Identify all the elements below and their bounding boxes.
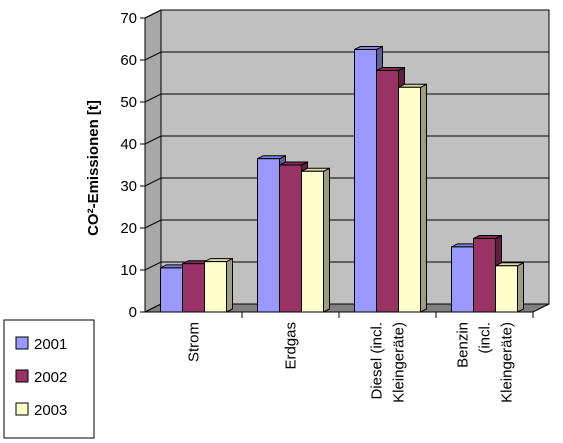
y-tick-label: 30 [120,178,137,195]
legend-swatch-2002 [15,369,29,383]
category-label-3: Benzin (incl. Kleingeräte) [455,322,516,403]
category-label-line: Diesel (incl. [369,322,386,400]
legend: 2001 2002 2003 [3,319,95,439]
gridline [144,51,549,61]
y-tick-label: 0 [129,304,137,321]
axes [140,17,534,318]
category-label-0: Strom [186,322,203,362]
y-tick-label: 50 [120,94,137,111]
legend-label-2003: 2003 [34,402,67,419]
category-label-line: (incl. [477,322,494,354]
bar-2003-1 [301,167,330,313]
category-label-2: Diesel (incl. Kleingeräte) [369,322,408,403]
y-tick-labels: 0 10 20 30 40 50 60 70 [120,10,137,321]
gridline [144,9,549,19]
y-axis-label: CO²-Emissionen [t] [85,100,102,236]
bars [160,45,524,313]
y-tick-label: 10 [120,262,137,279]
legend-label-2002: 2002 [34,369,67,386]
x-category-labels: Strom Erdgas Diesel (incl. Kleingeräte) Benz… [186,322,516,403]
bar-2003-3 [495,261,524,313]
legend-swatch-2001 [15,336,29,350]
legend-swatch-2003 [15,402,29,416]
category-label-line: Erdgas [283,322,300,370]
y-tick-label: 70 [120,10,137,27]
category-label-line: Kleingeräte) [391,322,408,403]
legend-label-2001: 2001 [34,336,67,353]
y-tick-label: 40 [120,136,137,153]
y-tick-label: 60 [120,52,137,69]
category-label-line: Strom [186,322,203,362]
bar-2003-0 [204,257,233,313]
category-label-1: Erdgas [283,322,300,370]
category-label-line: Kleingeräte) [499,322,516,403]
side-wall [144,9,162,313]
category-label-line: Benzin [455,322,472,368]
bar-2003-2 [398,83,427,313]
y-tick-label: 20 [120,220,137,237]
